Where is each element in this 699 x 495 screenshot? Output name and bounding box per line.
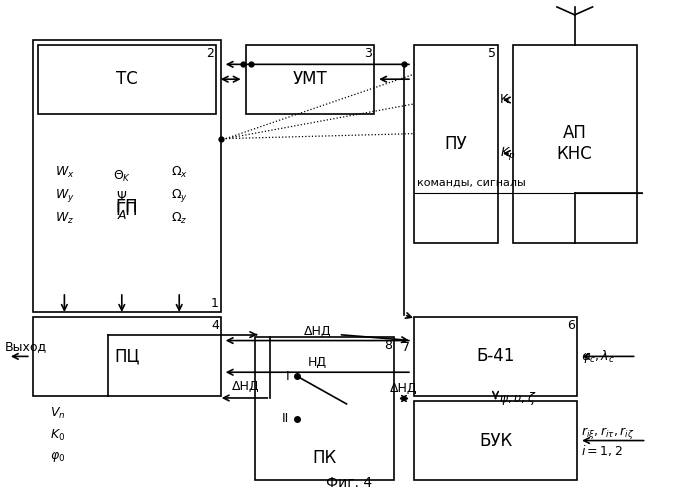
Text: Фиг. 4: Фиг. 4 bbox=[326, 476, 373, 490]
Text: $\Omega_x$
$\Omega_y$
$\Omega_z$: $\Omega_x$ $\Omega_y$ $\Omega_z$ bbox=[171, 165, 188, 226]
Bar bbox=[513, 45, 637, 243]
Bar bbox=[414, 45, 498, 243]
Text: ГП: ГП bbox=[115, 198, 138, 215]
Bar bbox=[245, 45, 374, 114]
Text: $W_x$
$W_y$
$W_z$: $W_x$ $W_y$ $W_z$ bbox=[55, 165, 74, 226]
Bar bbox=[255, 337, 394, 480]
Text: ПУ: ПУ bbox=[445, 135, 467, 152]
Text: $\varphi_c, \lambda_c$: $\varphi_c, \lambda_c$ bbox=[581, 348, 615, 365]
Bar bbox=[38, 45, 216, 114]
Text: $\Theta_K$
$\Psi$
$A$: $\Theta_K$ $\Psi$ $A$ bbox=[113, 169, 131, 222]
Text: АП
КНС: АП КНС bbox=[557, 124, 593, 163]
Text: ΔНД: ΔНД bbox=[303, 325, 331, 338]
Text: ГП: ГП bbox=[115, 201, 138, 219]
Bar bbox=[33, 317, 221, 396]
Text: $r_{i\xi},r_{i\tau},r_{i\zeta}$: $r_{i\xi},r_{i\tau},r_{i\zeta}$ bbox=[581, 425, 635, 441]
Text: НД: НД bbox=[308, 356, 327, 369]
Bar bbox=[414, 401, 577, 480]
Text: Б-41: Б-41 bbox=[476, 347, 514, 365]
Text: БУК: БУК bbox=[479, 432, 512, 449]
Text: 2: 2 bbox=[206, 47, 214, 59]
Text: II: II bbox=[282, 412, 289, 425]
Bar bbox=[33, 40, 221, 312]
Text: К: К bbox=[500, 94, 509, 106]
Text: УМТ: УМТ bbox=[292, 70, 327, 88]
Text: 7: 7 bbox=[402, 341, 410, 353]
Text: ΔНД: ΔНД bbox=[232, 380, 259, 393]
Text: ПК: ПК bbox=[312, 449, 337, 467]
Text: Выход: Выход bbox=[5, 341, 47, 353]
Text: $V_n$
$K_0$
$\varphi_0$: $V_n$ $K_0$ $\varphi_0$ bbox=[50, 406, 65, 464]
Text: $K_p$: $K_p$ bbox=[500, 145, 515, 162]
Text: ПЦ: ПЦ bbox=[114, 347, 139, 365]
Text: $i=1,2$: $i=1,2$ bbox=[581, 443, 623, 458]
Text: $\psi, \upsilon, \zeta$: $\psi, \upsilon, \zeta$ bbox=[500, 390, 537, 407]
Text: I: I bbox=[285, 370, 289, 383]
Text: 8: 8 bbox=[384, 339, 392, 351]
Text: ΔНД: ΔНД bbox=[390, 382, 418, 395]
Text: ТС: ТС bbox=[116, 70, 138, 88]
Text: 5: 5 bbox=[488, 47, 496, 59]
Text: команды, сигналы: команды, сигналы bbox=[417, 178, 526, 188]
Text: 4: 4 bbox=[211, 319, 219, 332]
Text: 1: 1 bbox=[211, 297, 219, 310]
Text: 3: 3 bbox=[364, 47, 373, 59]
Bar bbox=[414, 317, 577, 396]
Text: 6: 6 bbox=[568, 319, 575, 332]
